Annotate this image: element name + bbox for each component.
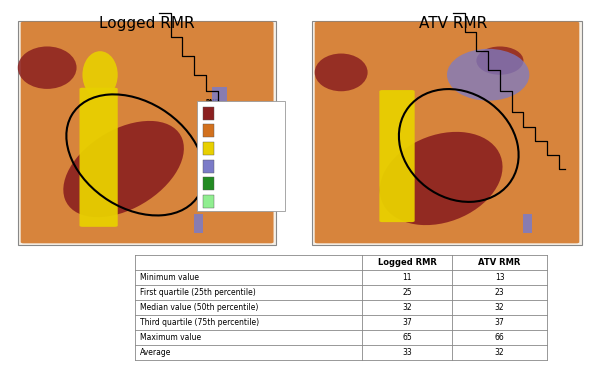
Text: 11: 11 — [402, 273, 412, 282]
Text: 32: 32 — [495, 349, 505, 357]
Bar — [203, 177, 214, 190]
Text: 60.00000 - 80.00000: 60.00000 - 80.00000 — [218, 181, 269, 186]
FancyBboxPatch shape — [314, 22, 580, 243]
FancyBboxPatch shape — [20, 22, 274, 243]
Text: RMR: RMR — [206, 99, 220, 104]
Bar — [203, 107, 214, 120]
Text: ATV RMR: ATV RMR — [478, 258, 521, 268]
Text: 65: 65 — [402, 333, 412, 343]
Ellipse shape — [315, 54, 368, 91]
Text: 66: 66 — [495, 333, 505, 343]
Text: 32: 32 — [495, 303, 505, 312]
Text: Minimum value: Minimum value — [140, 273, 199, 282]
Text: Average: Average — [140, 349, 172, 357]
Text: Logged RMR: Logged RMR — [100, 16, 195, 31]
Ellipse shape — [447, 49, 529, 101]
Bar — [194, 214, 203, 233]
Ellipse shape — [82, 51, 118, 98]
Ellipse shape — [64, 121, 184, 217]
Bar — [212, 87, 227, 115]
Text: 50.00000 - 60.00000: 50.00000 - 60.00000 — [218, 164, 269, 168]
Bar — [203, 159, 214, 172]
Ellipse shape — [18, 47, 77, 89]
Ellipse shape — [380, 132, 503, 225]
Bar — [203, 124, 214, 137]
Bar — [523, 214, 532, 233]
Text: Third quartile (75th percentile): Third quartile (75th percentile) — [140, 319, 259, 327]
Text: 80.00000 - 100.00000: 80.00000 - 100.00000 — [218, 199, 272, 204]
Text: Logged RMR: Logged RMR — [377, 258, 436, 268]
Text: 40.00000 - 50.00000: 40.00000 - 50.00000 — [218, 146, 269, 151]
Text: 0.00000 - 20.00000: 0.00000 - 20.00000 — [218, 111, 266, 115]
Text: Median value (50th percentile): Median value (50th percentile) — [140, 303, 259, 312]
Text: 23: 23 — [495, 289, 505, 297]
Ellipse shape — [476, 47, 523, 75]
Text: ATV RMR: ATV RMR — [419, 16, 487, 31]
Bar — [18, 20, 277, 245]
Text: Maximum value: Maximum value — [140, 333, 201, 343]
Text: First quartile (25th percentile): First quartile (25th percentile) — [140, 289, 256, 297]
FancyBboxPatch shape — [197, 101, 286, 212]
Text: 32: 32 — [402, 303, 412, 312]
Bar — [203, 142, 214, 155]
Text: 33: 33 — [402, 349, 412, 357]
Text: 13: 13 — [495, 273, 505, 282]
FancyBboxPatch shape — [379, 90, 415, 222]
Text: 37: 37 — [402, 319, 412, 327]
Bar — [203, 195, 214, 208]
Text: 37: 37 — [495, 319, 505, 327]
Bar — [312, 20, 582, 245]
FancyBboxPatch shape — [79, 88, 118, 227]
Text: 25: 25 — [402, 289, 412, 297]
Text: 20.00000 - 40.00000: 20.00000 - 40.00000 — [218, 128, 269, 133]
